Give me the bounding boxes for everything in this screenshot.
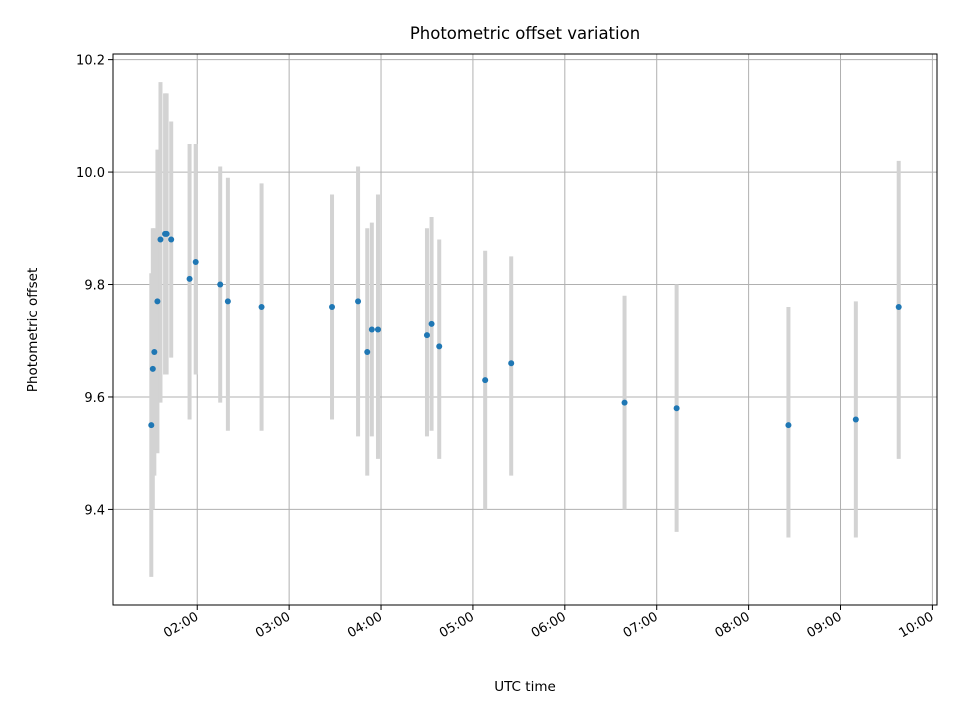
data-point [673,405,680,412]
data-point [151,348,158,355]
data-point [423,332,430,339]
y-tick-label: 9.6 [84,391,105,406]
data-point [621,399,628,406]
data-point [258,304,265,311]
data-point [148,422,155,429]
x-axis-label: UTC time [494,679,556,695]
data-point [436,343,443,350]
data-point [224,298,231,305]
markers [148,230,902,429]
data-point [852,416,859,423]
data-point [168,236,175,243]
data-point [163,230,170,237]
data-point [149,365,156,372]
data-point [785,422,792,429]
data-point [217,281,224,288]
data-point [482,377,489,384]
y-axis: 9.4 9.6 9.8 10.0 10.2 [76,54,113,518]
y-tick-label: 10.0 [76,166,105,181]
data-point [364,348,371,355]
data-point [508,360,515,367]
data-point [157,236,164,243]
y-tick-label: 10.2 [76,54,105,69]
data-point [355,298,362,305]
data-point [154,298,161,305]
data-point [374,326,381,333]
grid [113,54,937,605]
data-point [428,320,435,327]
data-point [368,326,375,333]
y-tick-label: 9.4 [84,503,105,518]
chart-title: Photometric offset variation [410,24,640,43]
y-axis-label: Photometric offset [25,268,41,392]
data-point [329,304,336,311]
data-point [186,275,193,282]
data-point [895,304,902,311]
data-point [192,259,199,266]
y-tick-label: 9.8 [84,279,105,294]
plot-frame [112,53,938,606]
